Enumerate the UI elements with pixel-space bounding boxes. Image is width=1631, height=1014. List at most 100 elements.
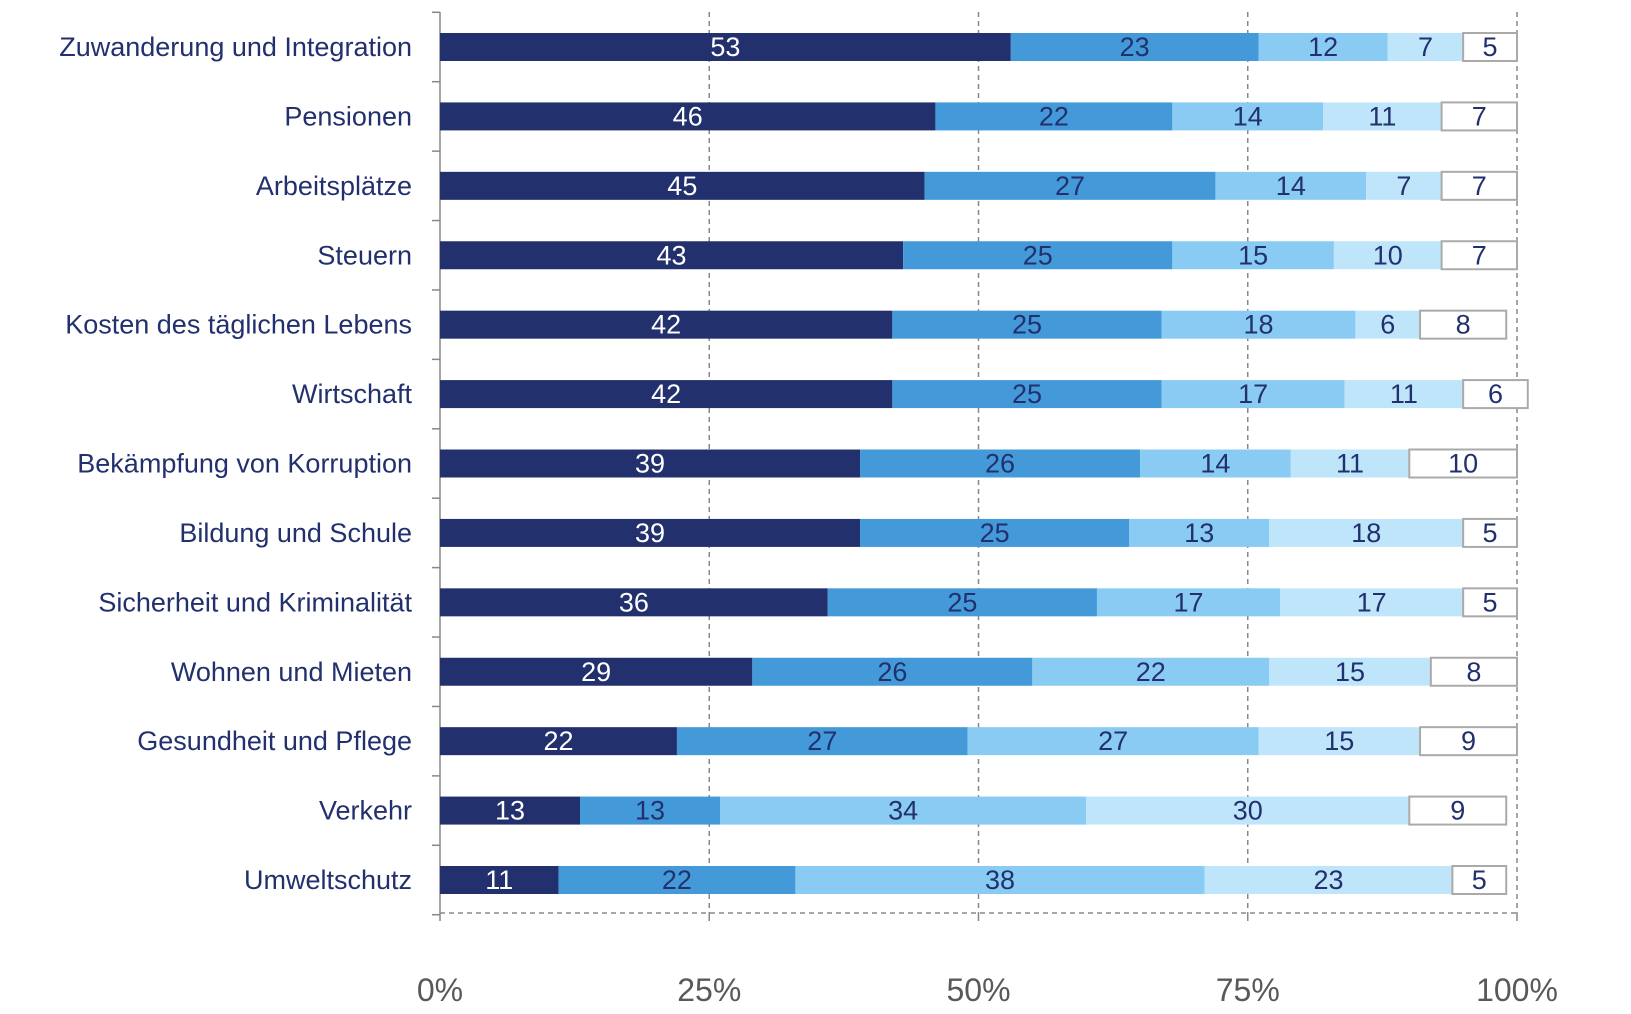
bar-segment: [892, 380, 1162, 409]
data-label: 13: [495, 796, 525, 826]
data-label: 7: [1418, 32, 1433, 62]
bar-segment: [440, 796, 581, 825]
bar-segment: [1010, 33, 1259, 61]
bar-segment: [924, 171, 1216, 200]
bar-segment: [440, 241, 904, 270]
bar-segment: [1290, 449, 1410, 478]
data-label: 10: [1373, 240, 1403, 270]
data-label: 53: [710, 32, 740, 62]
category-label: Umweltschutz: [244, 865, 412, 895]
data-label: 15: [1335, 657, 1365, 687]
data-label: 45: [667, 171, 697, 201]
data-label: 36: [619, 587, 649, 617]
data-label: 7: [1472, 171, 1487, 201]
data-label: 18: [1243, 310, 1273, 340]
data-label: 22: [543, 726, 573, 756]
bar-segment: [440, 171, 925, 200]
category-label: Pensionen: [284, 101, 412, 131]
data-label: 9: [1461, 726, 1476, 756]
bar-segment: [1032, 657, 1270, 686]
bar-segment: [440, 588, 828, 617]
bar-segment: [827, 588, 1097, 617]
bar-segment: [1129, 518, 1270, 547]
bar-segment: [1355, 310, 1421, 339]
category-label: Wirtschaft: [292, 379, 413, 409]
bar-segment: [1429, 656, 1518, 687]
data-label: 46: [673, 101, 703, 131]
x-tick-label: 0%: [417, 972, 463, 1008]
bar-segment: [440, 102, 936, 131]
bar-segment: [1086, 796, 1410, 825]
data-label: 26: [985, 449, 1015, 479]
data-label: 13: [1184, 518, 1214, 548]
bar-segment: [558, 866, 796, 894]
bar-segment: [1440, 240, 1518, 271]
data-label: 23: [1120, 32, 1150, 62]
category-label: Wohnen und Mieten: [171, 657, 412, 687]
bar-segment: [1096, 588, 1281, 617]
data-label: 34: [888, 796, 918, 826]
data-label: 25: [980, 518, 1010, 548]
data-label: 9: [1450, 796, 1465, 826]
x-tick-label: 25%: [677, 972, 741, 1008]
data-label: 42: [651, 379, 681, 409]
bar-segment: [795, 866, 1205, 894]
x-tick-label: 75%: [1216, 972, 1280, 1008]
bar-segment: [967, 727, 1259, 756]
bar-segment: [1462, 517, 1519, 548]
bar-segment: [440, 727, 677, 756]
data-label: 39: [635, 518, 665, 548]
bar-segment: [1451, 865, 1508, 895]
data-label: 18: [1351, 518, 1381, 548]
bar-segment: [1462, 379, 1529, 410]
data-label: 11: [1390, 379, 1418, 409]
bar-segment: [580, 796, 721, 825]
bar-segment: [1387, 33, 1464, 61]
bar-segment: [903, 241, 1173, 270]
category-label: Sicherheit und Kriminalität: [98, 587, 412, 617]
bar-segment: [720, 796, 1087, 825]
category-label: Bekämpfung von Korruption: [77, 449, 412, 479]
data-label: 11: [485, 865, 513, 895]
data-label: 27: [807, 726, 837, 756]
bar-segment: [440, 657, 753, 686]
data-label: 13: [635, 796, 665, 826]
bar-segment: [1344, 380, 1464, 409]
data-label: 5: [1472, 865, 1487, 895]
data-label: 5: [1483, 32, 1498, 62]
bar-segment: [860, 518, 1130, 547]
data-label: 22: [1039, 101, 1069, 131]
data-label: 22: [662, 865, 692, 895]
bar-segment: [1269, 657, 1431, 686]
data-label: 25: [1023, 240, 1053, 270]
bar-segment: [1462, 587, 1519, 618]
bar-segment: [1366, 171, 1442, 200]
data-label: 5: [1483, 518, 1498, 548]
data-label: 43: [657, 240, 687, 270]
data-label: 8: [1456, 310, 1471, 340]
data-label: 11: [1368, 101, 1396, 131]
data-label: 6: [1380, 310, 1395, 340]
bar-segment: [1172, 241, 1334, 270]
data-label: 7: [1472, 101, 1487, 131]
data-label: 22: [1136, 657, 1166, 687]
bar-segment: [676, 727, 968, 756]
bar-segment: [752, 657, 1033, 686]
bar-segment: [1258, 727, 1421, 756]
x-tick-label: 50%: [946, 972, 1010, 1008]
bar-segment: [1269, 518, 1464, 547]
bar-segment: [440, 33, 1011, 61]
data-label: 5: [1483, 587, 1498, 617]
data-label: 30: [1233, 796, 1263, 826]
data-label: 27: [1055, 171, 1085, 201]
bar-segment: [1333, 241, 1442, 270]
bar-segment: [1462, 32, 1519, 62]
data-label: 42: [651, 310, 681, 340]
bar-segment: [440, 380, 893, 409]
bar-segment: [440, 866, 559, 894]
category-label: Arbeitsplätze: [256, 171, 412, 201]
data-label: 23: [1314, 865, 1344, 895]
data-label: 14: [1276, 171, 1306, 201]
bar-segment: [1419, 726, 1518, 757]
